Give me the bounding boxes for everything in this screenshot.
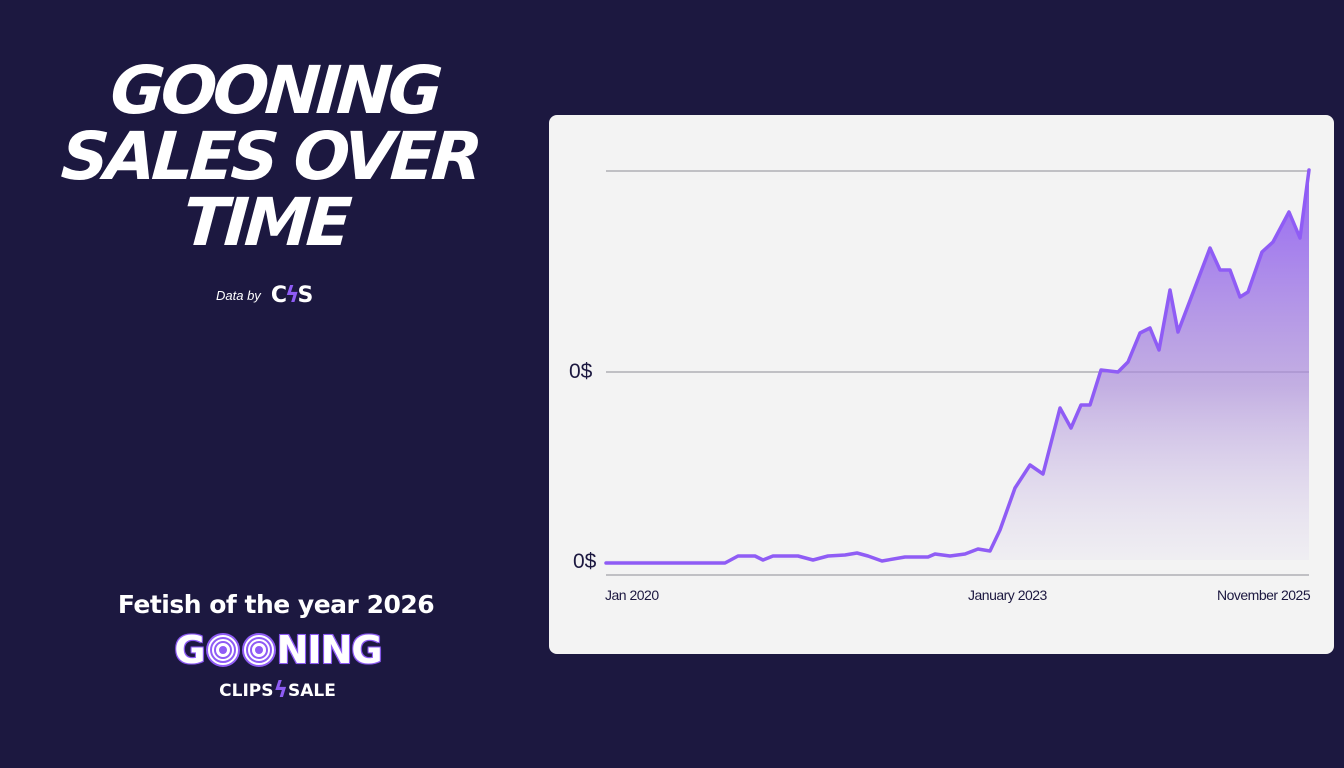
gooning-logo-prefix: G (174, 628, 205, 672)
data-source-credit: Data by C ϟ S (216, 283, 314, 308)
y-tick-label-middle: 0$ (569, 360, 593, 383)
clips4sale-logo: CLIPS ϟ SALE (190, 678, 365, 703)
series-line (604, 168, 1311, 565)
data-by-label: Data by (216, 288, 261, 303)
c4s-logo-c: C (270, 283, 287, 308)
chart-card: 0$ 0$ Jan 2020 January 2023 November 202… (549, 115, 1334, 654)
x-tick-label-end: November 2025 (1217, 587, 1311, 603)
x-tick-label-middle: January 2023 (968, 587, 1047, 603)
clips-logo-right: SALE (288, 680, 336, 701)
c4s-logo-s: S (297, 283, 313, 308)
x-tick-label-start: Jan 2020 (605, 587, 659, 603)
page-title: GOONING SALES OVER TIME (33, 52, 507, 261)
c4s-logo: C ϟ S (270, 283, 314, 308)
hypno-spiral-icon (205, 633, 240, 667)
y-tick-label-bottom: 0$ (573, 550, 597, 573)
area-chart (604, 168, 1311, 576)
title-line-2: SALES OVER (58, 118, 482, 195)
area-fill (606, 170, 1309, 563)
lightning-bolt-icon: ϟ (273, 678, 288, 703)
title-line-3: TIME (180, 184, 351, 261)
title-line-1: GOONING (108, 52, 442, 129)
gooning-logo: G NING (168, 628, 388, 672)
gooning-logo-suffix: NING (276, 628, 383, 672)
clips-logo-left: CLIPS (219, 680, 274, 701)
fetish-of-the-year-tagline: Fetish of the year 2026 (117, 590, 435, 619)
hypno-spiral-icon (241, 633, 276, 667)
lightning-bolt-icon: ϟ (284, 283, 299, 308)
